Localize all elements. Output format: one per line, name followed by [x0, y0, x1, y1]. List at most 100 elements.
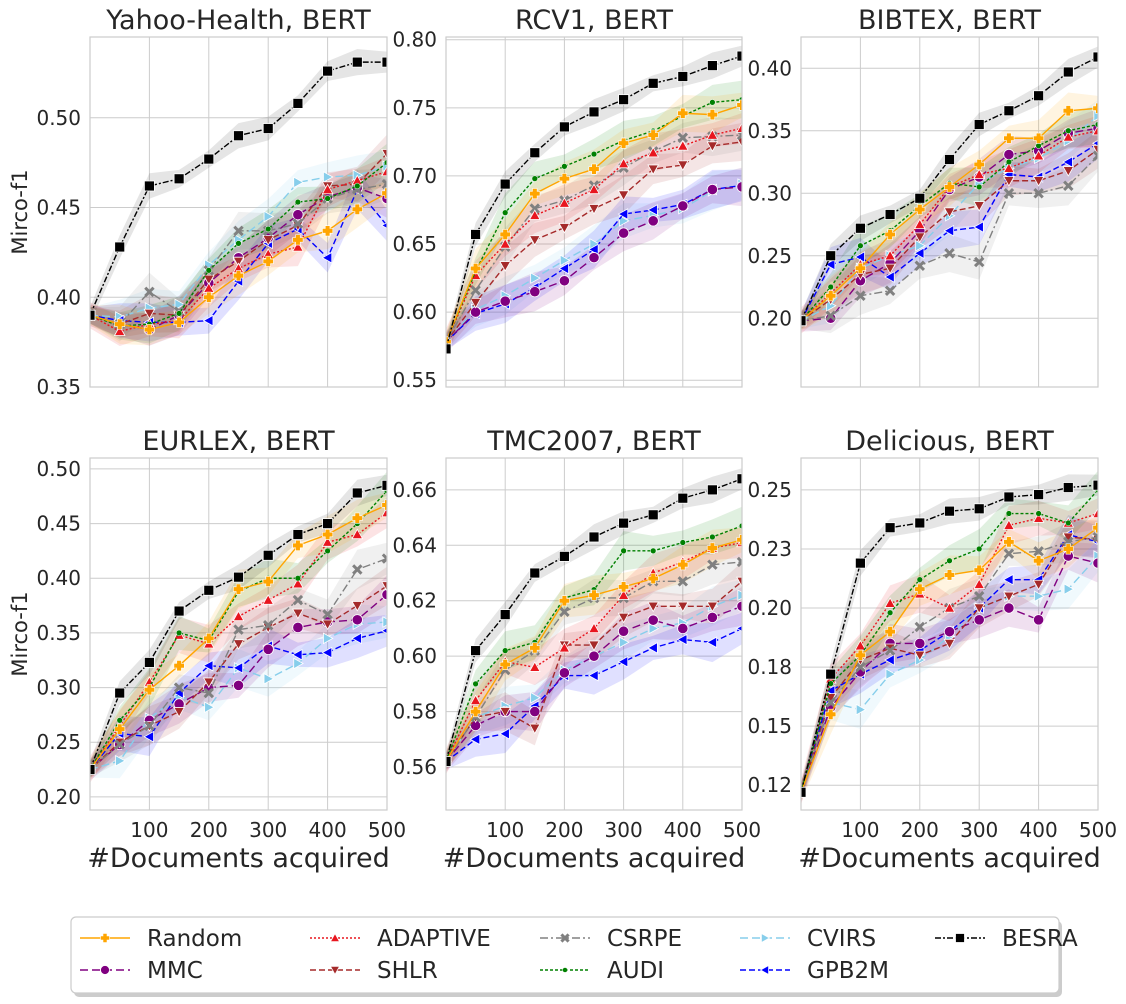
point-csrpe: [677, 576, 689, 587]
series-random: [446, 99, 742, 348]
point-cvirs: [855, 703, 867, 716]
point-besra: [322, 518, 334, 529]
point-cvirs: [530, 272, 541, 284]
point-shlr: [676, 601, 689, 613]
legend-marker: [329, 932, 341, 942]
x-tick-label: 100: [841, 818, 879, 842]
x-tick-label: 300: [960, 818, 998, 842]
point-mmc: [292, 209, 304, 221]
axes-frame: [800, 457, 1099, 811]
series-besra: [446, 50, 742, 355]
band-adaptive: [801, 115, 1098, 334]
point-csrpe: [470, 285, 481, 296]
point-shlr: [588, 640, 600, 652]
point-csrpe: [322, 609, 333, 620]
band-gpb2m: [446, 612, 742, 770]
point-besra: [677, 492, 689, 504]
point-shlr: [913, 650, 926, 662]
legend-marker: [100, 933, 110, 943]
line-shlr: [90, 585, 387, 771]
chart-title: BIBTEX, BERT: [858, 5, 1042, 36]
x-tick-label: 400: [664, 818, 702, 842]
point-random: [677, 107, 689, 119]
y-tick-label: 0.15: [747, 714, 792, 738]
panel-bibtex-bert: 0.20 0.25 0.30 0.35 0.40 BIBTEX, BERT: [747, 5, 1099, 388]
point-adaptive: [1062, 130, 1075, 142]
y-tick-label: 0.60: [392, 644, 437, 668]
point-audi: [1065, 519, 1072, 527]
point-besra: [143, 180, 155, 192]
point-shlr: [706, 601, 719, 613]
point-audi: [354, 182, 361, 190]
band-besra: [90, 474, 387, 778]
y-tick-label: 0.64: [392, 533, 437, 557]
point-besra: [470, 229, 482, 240]
point-random: [143, 684, 155, 696]
point-gpb2m: [291, 648, 303, 661]
point-csrpe: [973, 256, 985, 268]
point-besra: [944, 154, 955, 165]
point-shlr: [1003, 176, 1015, 187]
point-shlr: [321, 619, 334, 631]
legend-marker: [955, 933, 965, 943]
point-gpb2m: [706, 636, 717, 649]
point-mmc: [588, 252, 600, 264]
point-besra: [825, 668, 837, 680]
point-csrpe: [233, 225, 244, 237]
point-random: [884, 229, 896, 240]
series-random: [90, 499, 387, 776]
band-adaptive: [90, 497, 387, 783]
point-besra: [292, 529, 304, 540]
series-adaptive: [446, 122, 742, 347]
legend-label: ADAPTIVE: [377, 926, 491, 952]
band-adaptive: [90, 156, 387, 347]
y-tick-label: 0.60: [392, 300, 437, 324]
point-random: [884, 626, 896, 638]
point-audi: [590, 151, 598, 158]
point-besra: [618, 517, 629, 529]
point-gpb2m: [647, 641, 658, 654]
point-besra: [90, 309, 96, 321]
x-tick-label: 400: [309, 818, 347, 842]
point-besra: [944, 505, 955, 517]
point-mmc: [1003, 148, 1015, 161]
point-mmc: [1092, 557, 1098, 569]
point-csrpe: [233, 624, 244, 635]
point-random: [854, 262, 866, 274]
point-adaptive: [706, 129, 719, 140]
point-audi: [294, 575, 302, 582]
point-mmc: [558, 667, 571, 679]
point-adaptive: [1032, 512, 1045, 523]
point-besra: [114, 687, 126, 699]
point-adaptive: [943, 601, 956, 613]
band-cvirs: [90, 604, 387, 779]
y-tick-label: 0.40: [36, 566, 81, 590]
point-random: [677, 559, 689, 571]
point-besra: [322, 65, 334, 77]
line-shlr: [801, 536, 1098, 793]
point-besra: [559, 550, 570, 562]
point-csrpe: [144, 720, 155, 732]
point-random: [914, 204, 926, 215]
point-random: [944, 569, 955, 581]
legend-entry-audi: AUDI: [540, 958, 664, 984]
point-csrpe: [352, 564, 363, 575]
y-tick-label: 0.20: [747, 306, 792, 330]
legend-entry-besra: BESRA: [935, 926, 1078, 952]
legend-entry-adaptive: ADAPTIVE: [310, 926, 491, 952]
point-adaptive: [321, 183, 334, 195]
point-adaptive: [1003, 162, 1015, 173]
series-besra: [801, 479, 1098, 798]
point-shlr: [292, 608, 304, 620]
point-shlr: [469, 298, 482, 309]
point-besra: [499, 609, 511, 620]
point-gpb2m: [943, 224, 955, 237]
y-tick-label: 0.18: [747, 655, 792, 679]
x-tick-label: 200: [545, 818, 583, 842]
point-random: [588, 163, 600, 175]
point-besra: [973, 503, 985, 515]
point-shlr: [173, 707, 185, 718]
series-besra: [446, 473, 742, 767]
point-audi: [709, 99, 716, 106]
point-gpb2m: [587, 669, 599, 682]
